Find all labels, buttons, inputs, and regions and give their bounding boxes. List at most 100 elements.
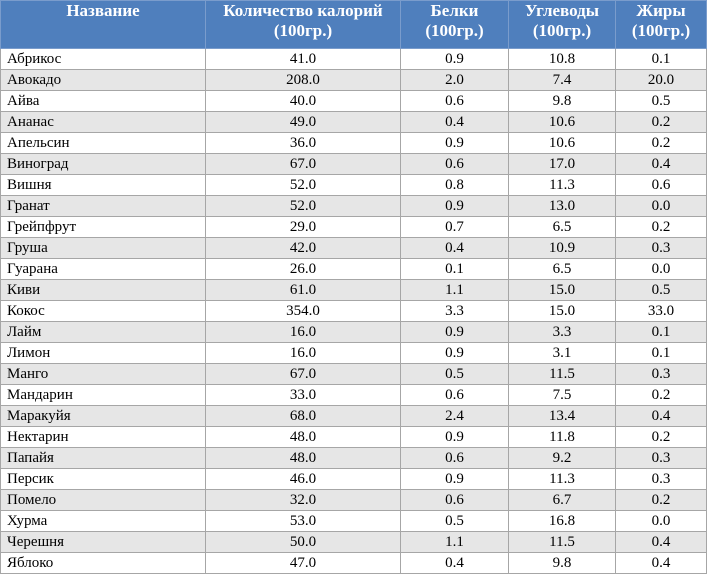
table-row: Хурма 53.0 0.5 16.8 0.0 [0,510,707,532]
value-cell: 0.9 [400,48,509,70]
table-row: Кокос 354.0 3.3 15.0 33.0 [0,300,707,322]
value-cell: 2.4 [400,405,509,427]
value-cell: 9.8 [508,90,616,112]
table-row: Апельсин 36.0 0.9 10.6 0.2 [0,132,707,154]
name-cell: Гуарана [0,258,206,280]
value-cell: 0.1 [615,321,707,343]
value-cell: 6.5 [508,216,616,238]
value-cell: 0.5 [400,510,509,532]
value-cell: 0.3 [615,363,707,385]
value-cell: 53.0 [205,510,401,532]
value-cell: 61.0 [205,279,401,301]
value-cell: 1.1 [400,279,509,301]
header-cell: Жиры (100гр.) [615,0,707,49]
value-cell: 33.0 [615,300,707,322]
value-cell: 48.0 [205,426,401,448]
value-cell: 0.3 [615,237,707,259]
name-cell: Груша [0,237,206,259]
value-cell: 0.0 [615,510,707,532]
value-cell: 0.8 [400,174,509,196]
table-row: Айва 40.0 0.6 9.8 0.5 [0,90,707,112]
name-cell: Грейпфрут [0,216,206,238]
value-cell: 0.0 [615,258,707,280]
value-cell: 0.6 [400,384,509,406]
value-cell: 52.0 [205,174,401,196]
value-cell: 48.0 [205,447,401,469]
value-cell: 16.0 [205,342,401,364]
value-cell: 13.0 [508,195,616,217]
value-cell: 0.5 [615,90,707,112]
value-cell: 0.4 [615,405,707,427]
table-row: Ананас 49.0 0.4 10.6 0.2 [0,111,707,133]
table-row: Гранат 52.0 0.9 13.0 0.0 [0,195,707,217]
value-cell: 0.3 [615,447,707,469]
table-body: Абрикос 41.0 0.9 10.8 0.1 Авокадо 208.0 2.0 7.4 2… [0,48,707,574]
value-cell: 15.0 [508,279,616,301]
value-cell: 0.5 [400,363,509,385]
value-cell: 46.0 [205,468,401,490]
header-cell: Количество калорий (100гр.) [205,0,401,49]
name-cell: Киви [0,279,206,301]
table-row: Папайя 48.0 0.6 9.2 0.3 [0,447,707,469]
name-cell: Ананас [0,111,206,133]
value-cell: 11.5 [508,531,616,553]
table-row: Киви 61.0 1.1 15.0 0.5 [0,279,707,301]
table-row: Мандарин 33.0 0.6 7.5 0.2 [0,384,707,406]
value-cell: 0.4 [615,153,707,175]
value-cell: 0.9 [400,132,509,154]
value-cell: 67.0 [205,363,401,385]
value-cell: 0.4 [615,552,707,574]
value-cell: 7.4 [508,69,616,91]
value-cell: 3.3 [400,300,509,322]
value-cell: 10.9 [508,237,616,259]
value-cell: 49.0 [205,111,401,133]
value-cell: 0.3 [615,468,707,490]
value-cell: 52.0 [205,195,401,217]
value-cell: 0.4 [400,552,509,574]
value-cell: 41.0 [205,48,401,70]
name-cell: Маракуйя [0,405,206,427]
table-row: Помело 32.0 0.6 6.7 0.2 [0,489,707,511]
value-cell: 1.1 [400,531,509,553]
name-cell: Гранат [0,195,206,217]
table-row: Вишня 52.0 0.8 11.3 0.6 [0,174,707,196]
name-cell: Нектарин [0,426,206,448]
value-cell: 0.2 [615,384,707,406]
value-cell: 0.6 [400,90,509,112]
value-cell: 0.9 [400,342,509,364]
value-cell: 0.6 [400,153,509,175]
value-cell: 0.5 [615,279,707,301]
value-cell: 0.9 [400,468,509,490]
value-cell: 0.0 [615,195,707,217]
name-cell: Персик [0,468,206,490]
table-row: Лимон 16.0 0.9 3.1 0.1 [0,342,707,364]
value-cell: 11.5 [508,363,616,385]
value-cell: 11.8 [508,426,616,448]
table-row: Авокадо 208.0 2.0 7.4 20.0 [0,69,707,91]
value-cell: 0.9 [400,195,509,217]
value-cell: 16.8 [508,510,616,532]
value-cell: 67.0 [205,153,401,175]
name-cell: Хурма [0,510,206,532]
header-cell: Белки (100гр.) [400,0,509,49]
name-cell: Апельсин [0,132,206,154]
value-cell: 0.2 [615,132,707,154]
value-cell: 11.3 [508,174,616,196]
value-cell: 6.5 [508,258,616,280]
value-cell: 2.0 [400,69,509,91]
value-cell: 0.1 [400,258,509,280]
name-cell: Папайя [0,447,206,469]
table-row: Груша 42.0 0.4 10.9 0.3 [0,237,707,259]
table-row: Гуарана 26.0 0.1 6.5 0.0 [0,258,707,280]
value-cell: 0.1 [615,48,707,70]
name-cell: Мандарин [0,384,206,406]
value-cell: 0.4 [615,531,707,553]
value-cell: 42.0 [205,237,401,259]
value-cell: 0.2 [615,489,707,511]
table-row: Виноград 67.0 0.6 17.0 0.4 [0,153,707,175]
value-cell: 47.0 [205,552,401,574]
name-cell: Лимон [0,342,206,364]
value-cell: 0.4 [400,111,509,133]
value-cell: 50.0 [205,531,401,553]
